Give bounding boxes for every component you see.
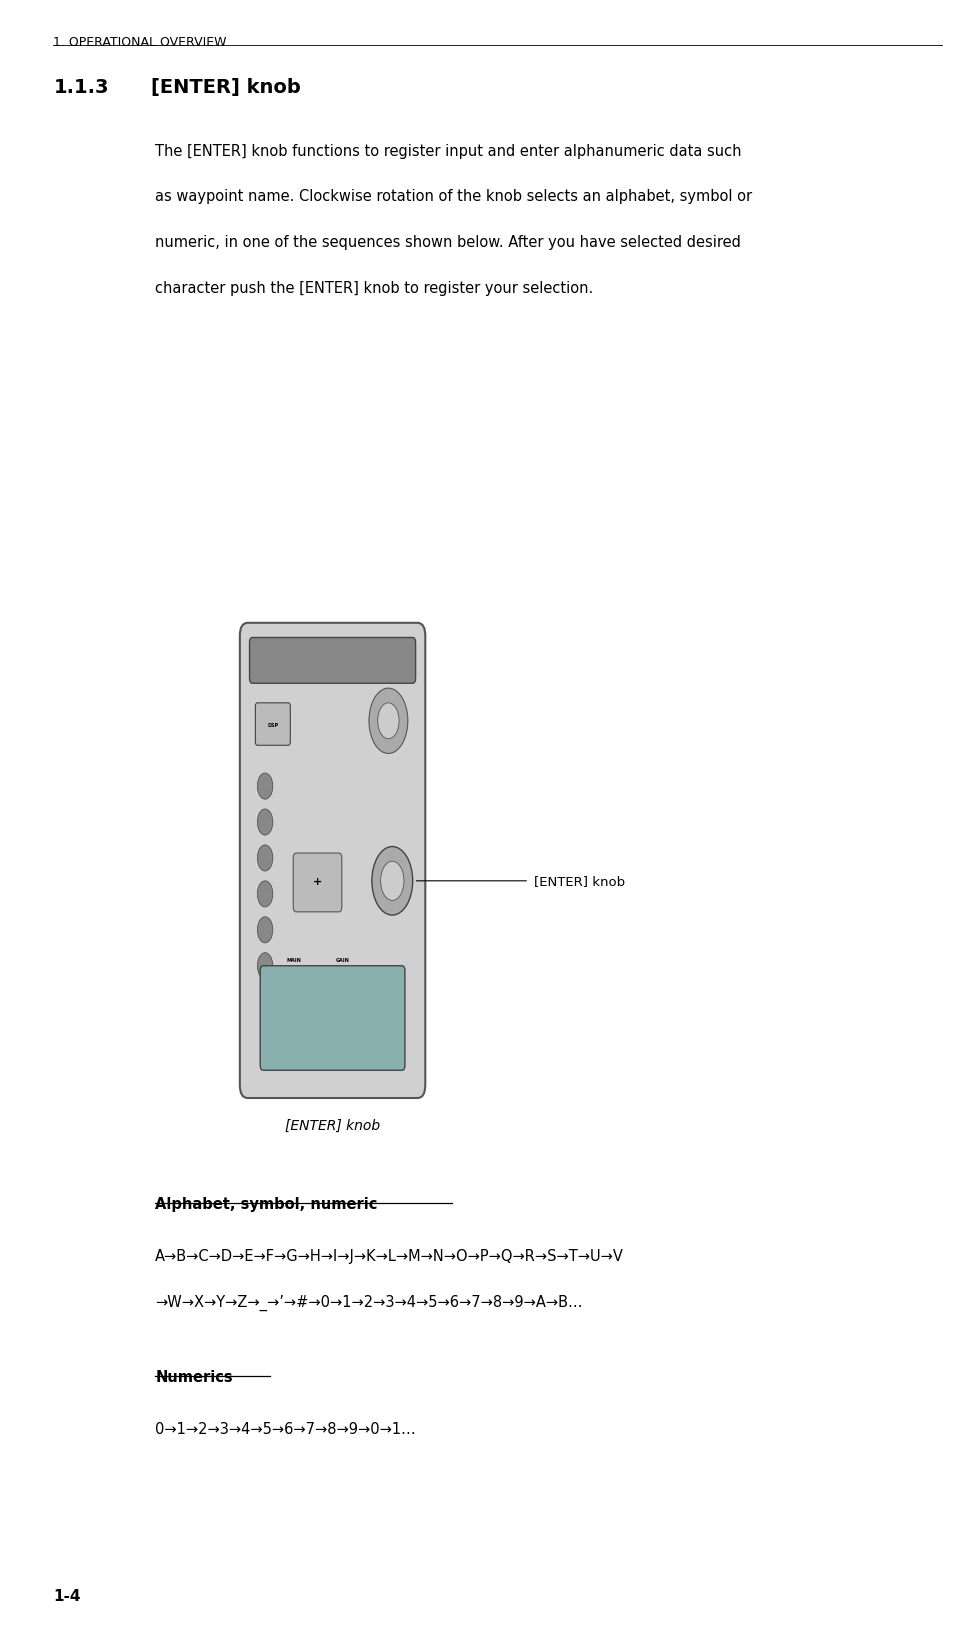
Text: 0→1→2→3→4→5→6→7→8→9→0→1…: 0→1→2→3→4→5→6→7→8→9→0→1… [155, 1421, 416, 1436]
Circle shape [257, 845, 273, 871]
FancyBboxPatch shape [260, 966, 405, 1071]
Text: A→B→C→D→E→F→G→H→I→J→K→L→M→N→O→P→Q→R→S→T→U→V: A→B→C→D→E→F→G→H→I→J→K→L→M→N→O→P→Q→R→S→T→… [155, 1248, 624, 1263]
Text: The [ENTER] knob functions to register input and enter alphanumeric data such: The [ENTER] knob functions to register i… [155, 144, 742, 158]
Text: 1. OPERATIONAL OVERVIEW: 1. OPERATIONAL OVERVIEW [53, 36, 227, 49]
Text: MAIN: MAIN [286, 956, 302, 963]
Text: GAIN: GAIN [336, 956, 350, 963]
Text: DSP: DSP [267, 721, 279, 728]
FancyBboxPatch shape [250, 638, 416, 684]
Circle shape [257, 953, 273, 979]
Circle shape [257, 809, 273, 836]
Text: character push the [ENTER] knob to register your selection.: character push the [ENTER] knob to regis… [155, 281, 593, 295]
Circle shape [257, 881, 273, 907]
Text: +: + [313, 876, 322, 886]
Text: numeric, in one of the sequences shown below. After you have selected desired: numeric, in one of the sequences shown b… [155, 235, 741, 250]
FancyBboxPatch shape [240, 623, 425, 1098]
Circle shape [378, 703, 399, 739]
Text: [ENTER] knob: [ENTER] knob [151, 78, 300, 98]
Circle shape [257, 774, 273, 800]
Circle shape [369, 689, 408, 754]
Text: →W→X→Y→Z→_→’→#→0→1→2→3→4→5→6→7→8→9→A→B…: →W→X→Y→Z→_→’→#→0→1→2→3→4→5→6→7→8→9→A→B… [155, 1294, 583, 1310]
Text: [ENTER] knob: [ENTER] knob [285, 1118, 380, 1133]
Text: [ENTER] knob: [ENTER] knob [534, 875, 625, 888]
Circle shape [257, 917, 273, 943]
Circle shape [309, 973, 326, 1002]
Text: 1-4: 1-4 [53, 1588, 81, 1603]
Circle shape [372, 847, 413, 916]
FancyBboxPatch shape [293, 854, 342, 912]
Text: Alphabet, symbol, numeric: Alphabet, symbol, numeric [155, 1196, 378, 1211]
Text: Numerics: Numerics [155, 1369, 233, 1384]
Text: as waypoint name. Clockwise rotation of the knob selects an alphabet, symbol or: as waypoint name. Clockwise rotation of … [155, 189, 753, 204]
Text: 1.1.3: 1.1.3 [53, 78, 109, 98]
Circle shape [381, 862, 404, 901]
FancyBboxPatch shape [255, 703, 290, 746]
